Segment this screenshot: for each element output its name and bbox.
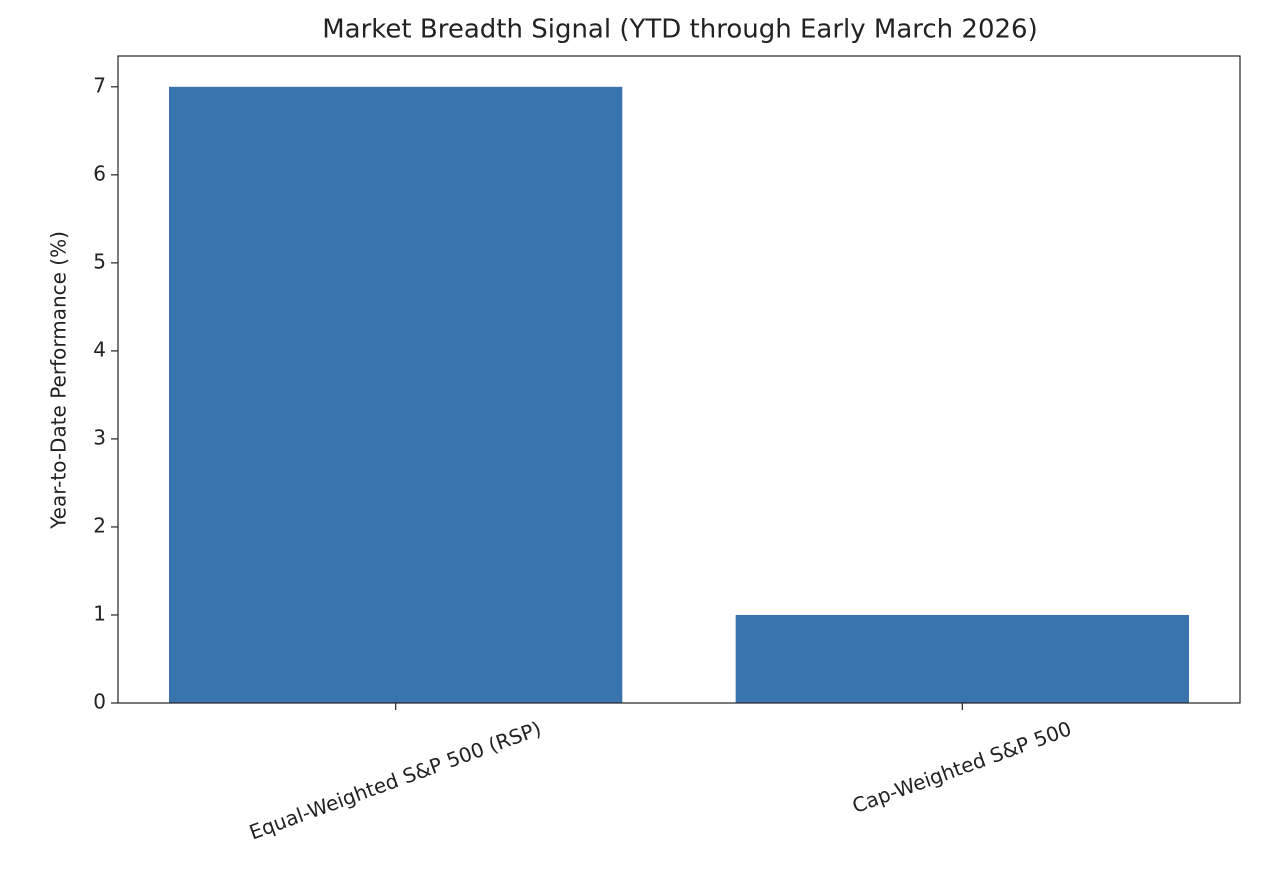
- plot-frame: [117, 55, 1241, 704]
- y-tick-label: 3: [93, 425, 106, 449]
- y-tick-label: 4: [93, 337, 106, 361]
- y-tick-label: 0: [93, 690, 106, 714]
- y-axis-label: Year-to-Date Performance (%): [47, 231, 71, 530]
- y-tick-label: 2: [93, 513, 106, 537]
- y-tick-label: 1: [93, 601, 106, 625]
- y-tick-label: 5: [93, 249, 106, 273]
- y-tick-label: 7: [93, 73, 106, 97]
- y-tick-label: 6: [93, 161, 106, 185]
- chart-title: Market Breadth Signal (YTD through Early…: [322, 15, 1037, 45]
- x-tick-label: Equal-Weighted S&P 500 (RSP): [246, 716, 544, 844]
- bar: [169, 86, 623, 704]
- x-tick-label: Cap-Weighted S&P 500: [849, 716, 1075, 818]
- bar: [735, 614, 1189, 703]
